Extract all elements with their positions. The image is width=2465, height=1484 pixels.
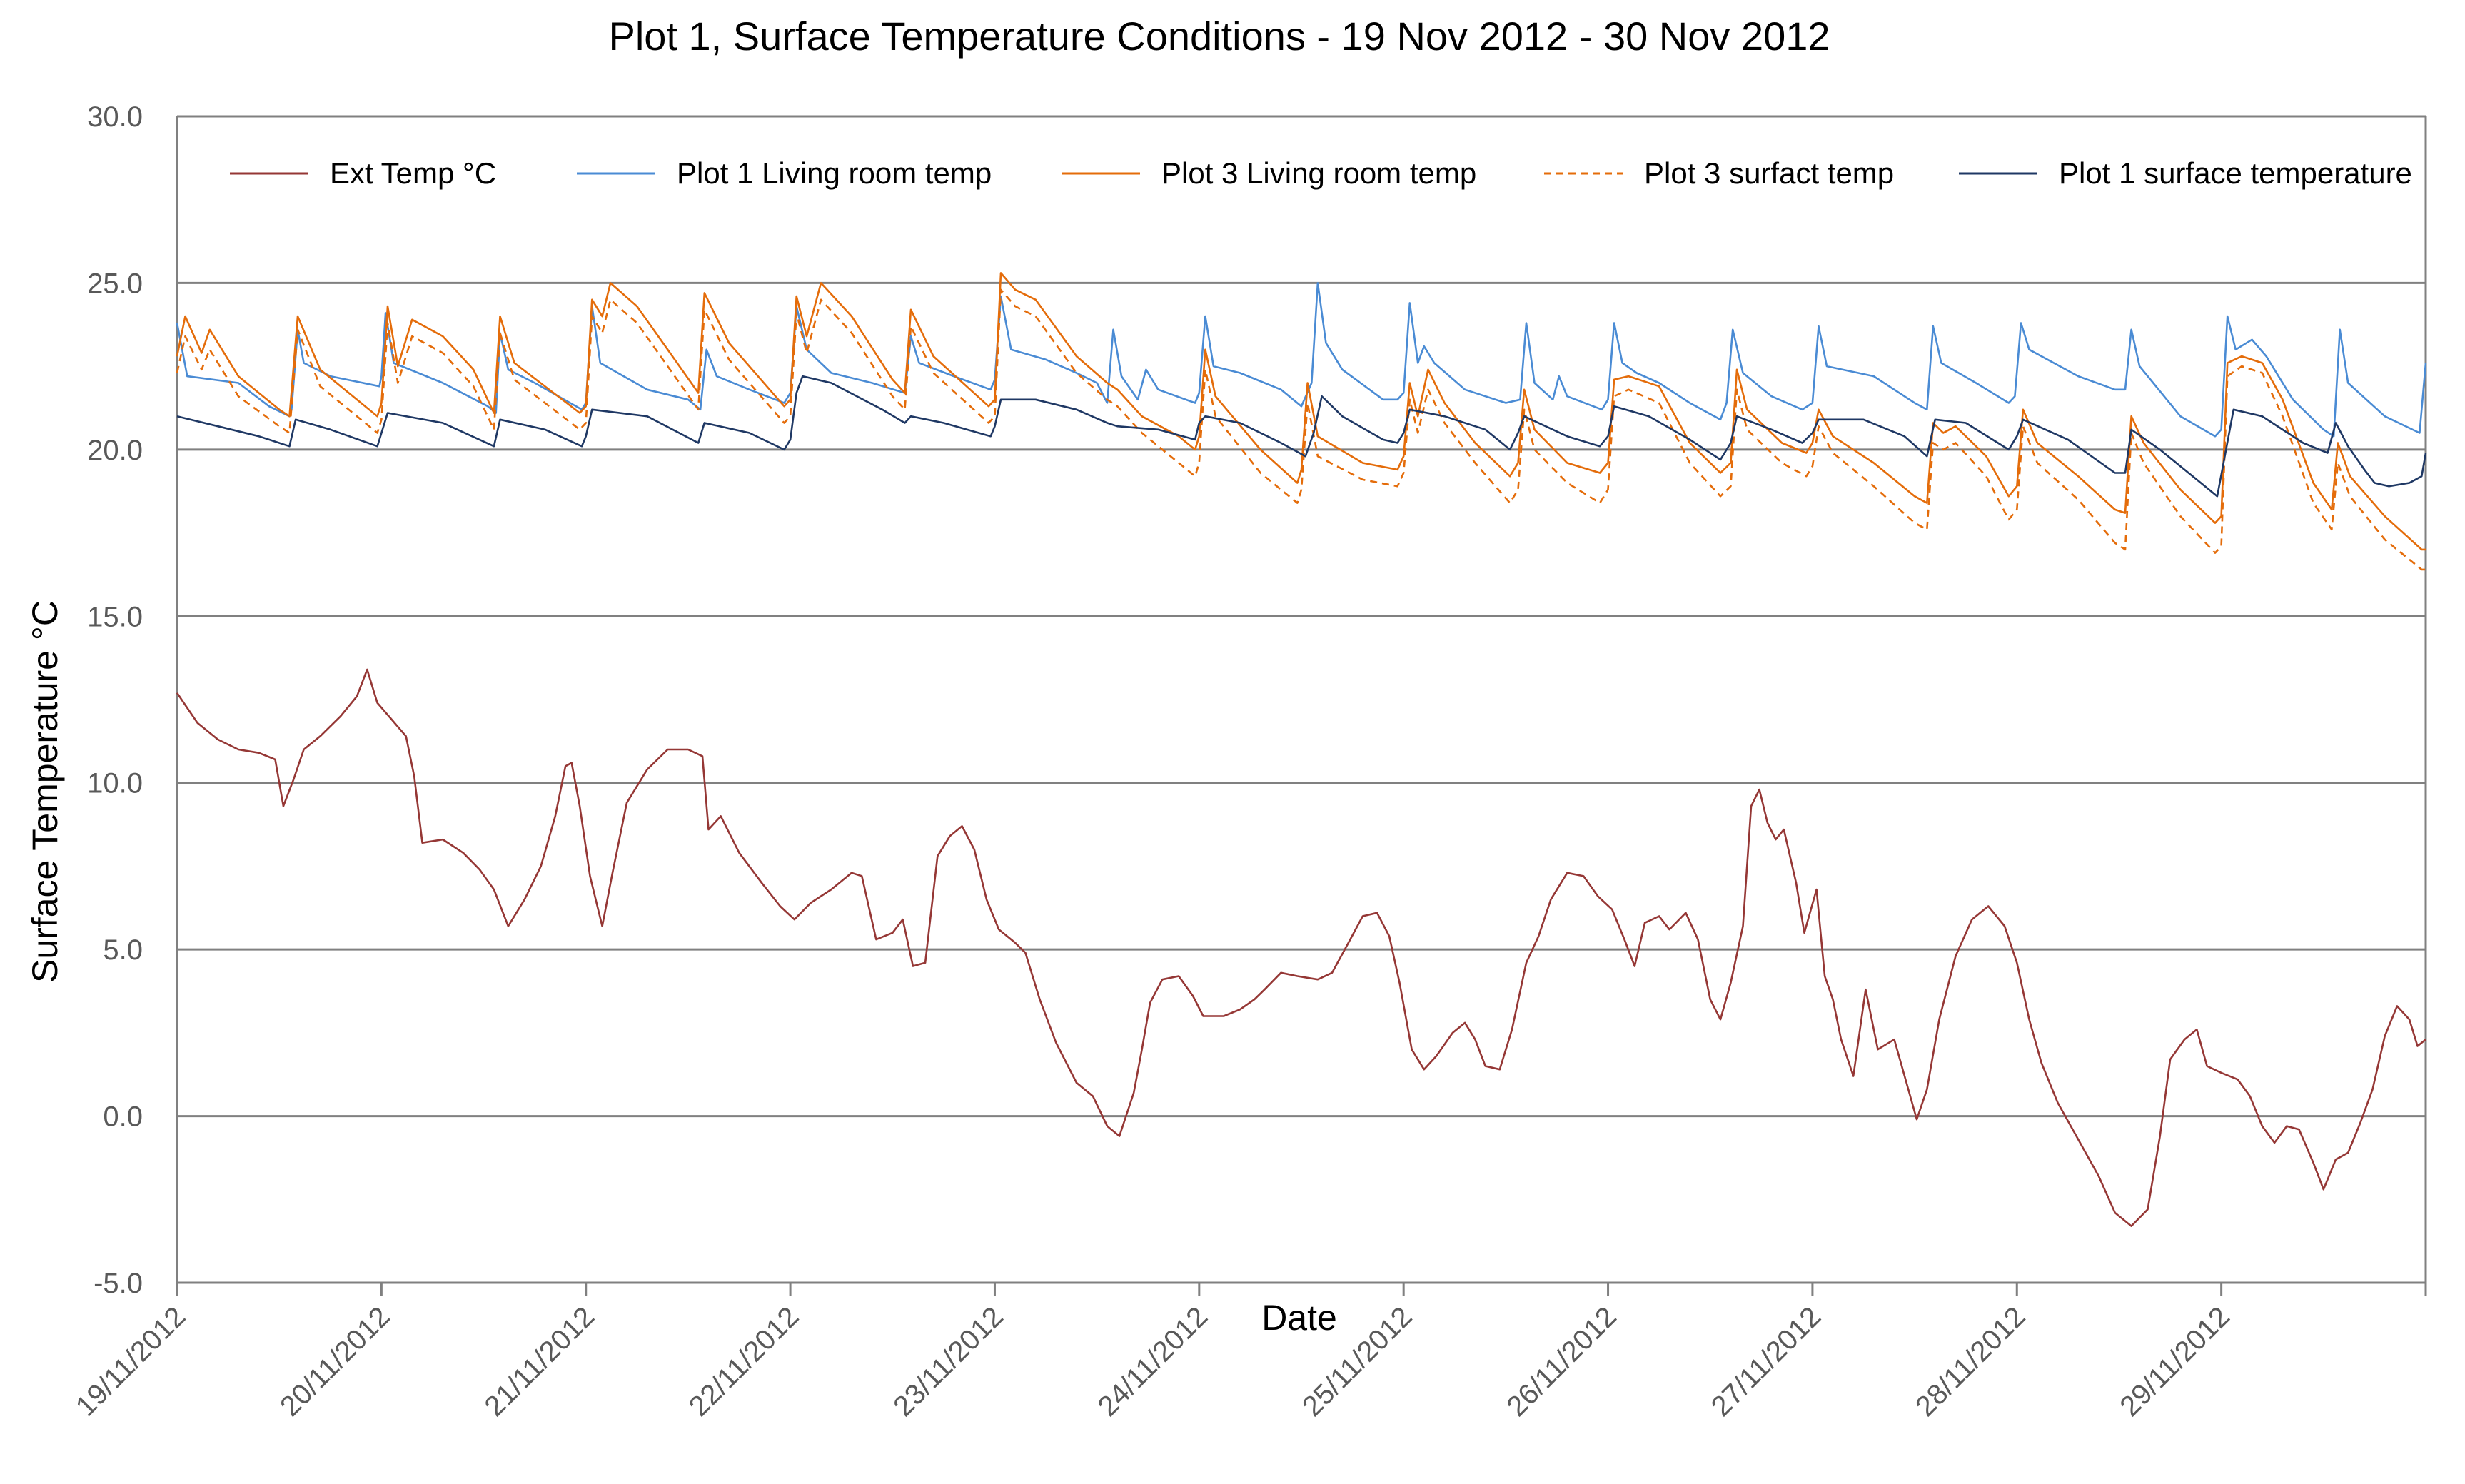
x-tick-label: 29/11/2012 bbox=[2114, 1301, 2236, 1423]
legend-label: Plot 1 Living room temp bbox=[677, 156, 992, 190]
y-tick-label: 30.0 bbox=[87, 101, 143, 133]
legend: Ext Temp °C Plot 1 Living room temp Plot 3… bbox=[230, 156, 2412, 190]
series-lines bbox=[176, 272, 2427, 1227]
gridlines bbox=[176, 115, 2427, 1284]
x-tick-label: 26/11/2012 bbox=[1501, 1301, 1623, 1423]
series-line-plot-1-living-room-temp bbox=[176, 282, 2427, 438]
x-tick-label: 19/11/2012 bbox=[70, 1301, 192, 1423]
y-axis-title: Surface Temperature °C bbox=[25, 600, 65, 983]
series-line-plot-3-living-room-temp bbox=[176, 272, 2426, 551]
x-tick-label: 20/11/2012 bbox=[274, 1301, 396, 1423]
y-tick-label: 15.0 bbox=[87, 601, 143, 632]
x-tick-label: 22/11/2012 bbox=[683, 1301, 805, 1423]
y-tick-label: -5.0 bbox=[94, 1268, 143, 1299]
y-tick-label: 20.0 bbox=[87, 435, 143, 466]
x-axis-title: Date bbox=[1261, 1298, 1337, 1338]
x-tick-label: 21/11/2012 bbox=[479, 1301, 601, 1423]
y-tick-label: 0.0 bbox=[103, 1101, 143, 1133]
y-tick-label: 10.0 bbox=[87, 768, 143, 799]
legend-label: Plot 3 Living room temp bbox=[1161, 156, 1476, 190]
legend-label: Plot 1 surface temperature bbox=[2059, 156, 2412, 190]
x-tick-label: 23/11/2012 bbox=[887, 1301, 1009, 1423]
legend-label: Plot 3 surfact temp bbox=[1644, 156, 1894, 190]
chart-title: Plot 1, Surface Temperature Conditions -… bbox=[608, 14, 1830, 59]
x-axis-tick-labels: 19/11/2012 20/11/2012 21/11/2012 22/11/2012… bbox=[70, 1283, 2427, 1423]
x-tick-label: 24/11/2012 bbox=[1092, 1301, 1214, 1423]
x-tick-label: 28/11/2012 bbox=[1910, 1301, 2032, 1423]
x-tick-label: 27/11/2012 bbox=[1705, 1301, 1828, 1423]
y-tick-label: 5.0 bbox=[103, 934, 143, 966]
legend-label: Ext Temp °C bbox=[330, 156, 496, 190]
y-tick-label: 25.0 bbox=[87, 268, 143, 299]
y-axis-tick-labels: 30.0 25.0 20.0 15.0 10.0 5.0 0.0 -5.0 bbox=[87, 101, 143, 1299]
series-line-plot-3-surfact-temp bbox=[176, 288, 2426, 571]
series-line-ext-temp-c bbox=[176, 668, 2426, 1227]
series-line-plot-1-surface-temperature bbox=[176, 375, 2427, 498]
